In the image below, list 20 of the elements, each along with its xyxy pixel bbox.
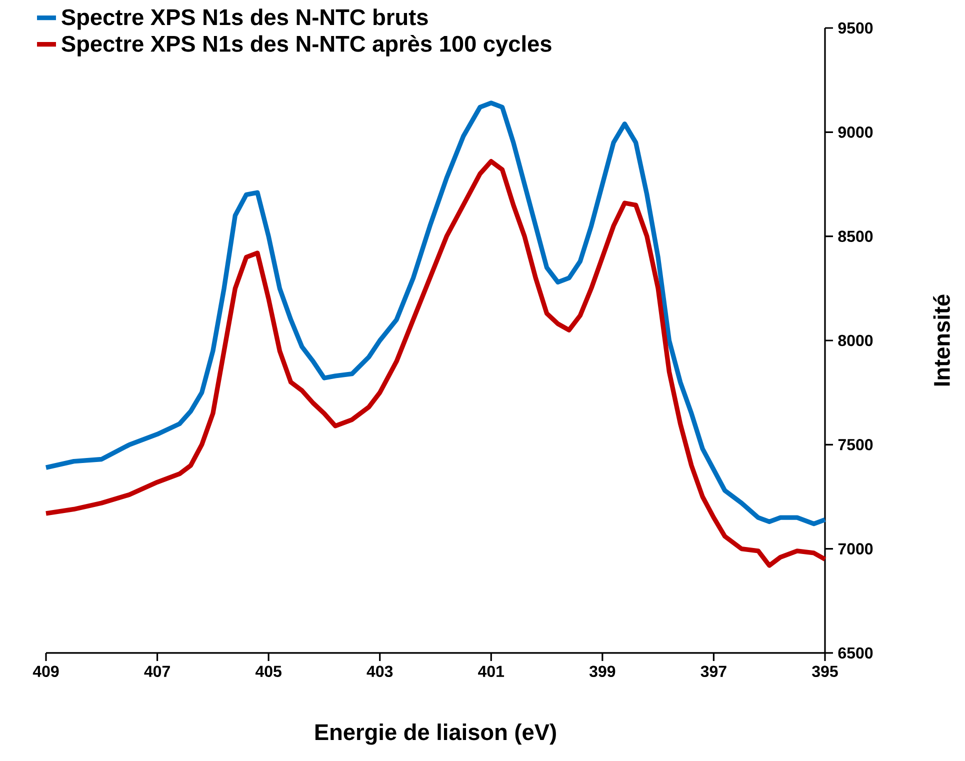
x-tick-label: 405	[255, 666, 282, 678]
x-tick-label: 407	[144, 666, 170, 678]
legend-label: Spectre XPS N1s des N-NTC après 100 cycles	[62, 35, 552, 56]
y-tick-label: 6500	[838, 647, 873, 659]
y-tick-label: 9500	[838, 22, 873, 34]
legend-label: Spectre XPS N1s des N-NTC bruts	[62, 8, 428, 30]
x-tick-label: 397	[700, 666, 726, 678]
y-tick-label: 8500	[838, 230, 873, 242]
x-axis-title: Energie de liaison (eV)	[315, 724, 556, 745]
y-axis-title: Intensité	[933, 294, 950, 386]
x-tick-label: 401	[478, 666, 504, 678]
y-tick-label: 8000	[838, 334, 873, 346]
y-tick-label: 7500	[838, 438, 873, 450]
line-series	[44, 100, 828, 526]
x-tick-label: 399	[589, 666, 616, 678]
x-tick-label: 395	[812, 666, 838, 678]
y-tick-label: 7000	[838, 543, 873, 554]
y-tick-label: 9000	[838, 126, 873, 138]
x-tick-label: 409	[32, 666, 59, 678]
x-tick-label: 403	[366, 666, 393, 678]
